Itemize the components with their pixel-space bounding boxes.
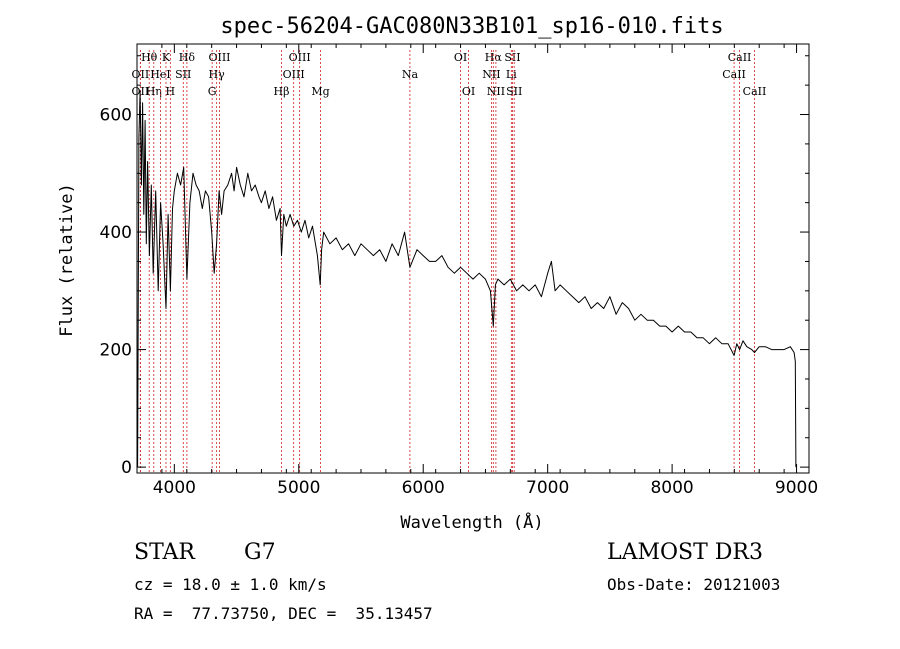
y-tick-label: 0 [121, 458, 132, 478]
line-marker-label: CaII [728, 51, 752, 64]
object-class-label: STAR [134, 540, 195, 565]
line-marker-label: K [162, 51, 171, 64]
obs-date-readout: Obs-Date: 20121003 [607, 575, 781, 594]
line-marker-label: Hη [146, 85, 162, 98]
x-tick-label: 4000 [153, 478, 196, 498]
x-tick-label: 6000 [402, 478, 445, 498]
line-marker-label: NII [487, 85, 505, 98]
line-marker-label: Hδ [179, 51, 196, 64]
line-marker-label: G [208, 85, 217, 98]
line-marker-label: CaII [743, 85, 767, 98]
line-marker-label: SII [506, 85, 522, 98]
plot-frame [136, 43, 810, 474]
object-subclass-label: G7 [244, 540, 276, 565]
chart-title: spec-56204-GAC080N33B101_sp16-010.fits [220, 14, 723, 39]
y-axis-label: Flux (relative) [57, 183, 77, 337]
x-tick-label: 9000 [775, 478, 818, 498]
line-marker-label: H [166, 85, 176, 98]
line-marker-label: OIII [208, 51, 230, 64]
spectrum-series-line [137, 90, 797, 468]
x-axis-label: Wavelength (Å) [400, 511, 543, 533]
line-marker-label: SII [175, 68, 191, 81]
line-marker-label: Mg [311, 85, 329, 98]
line-marker-label: OI [454, 51, 467, 64]
y-tick-label: 600 [100, 106, 132, 126]
line-marker-label: OI [462, 85, 475, 98]
line-marker-label: NII [482, 68, 500, 81]
x-tick-label: 8000 [650, 478, 693, 498]
line-marker-label: SII [504, 51, 520, 64]
coordinates-readout: RA = 77.73750, DEC = 35.13457 [134, 604, 433, 623]
survey-label: LAMOST DR3 [607, 540, 763, 565]
line-marker-label: HeI [150, 68, 170, 81]
line-marker-label: OIII [289, 51, 311, 64]
axis-tick-group: 4000 5000 6000 7000 8000 9000 0 200 400 600 [100, 44, 818, 498]
line-marker-label: Hβ [274, 85, 290, 98]
y-tick-label: 200 [100, 341, 132, 361]
x-tick-label: 5000 [277, 478, 320, 498]
line-marker-label: Na [402, 68, 419, 81]
line-marker-label: Hγ [209, 68, 226, 81]
line-marker-label: Hα [485, 51, 503, 64]
line-marker-label: OIII [283, 68, 305, 81]
y-tick-label: 400 [100, 223, 132, 243]
line-marker-label: CaII [722, 68, 746, 81]
line-marker-label: Li [506, 68, 517, 81]
redshift-readout: cz = 18.0 ± 1.0 km/s [134, 575, 327, 594]
line-marker-label: Hθ [141, 51, 158, 64]
x-tick-label: 7000 [526, 478, 569, 498]
